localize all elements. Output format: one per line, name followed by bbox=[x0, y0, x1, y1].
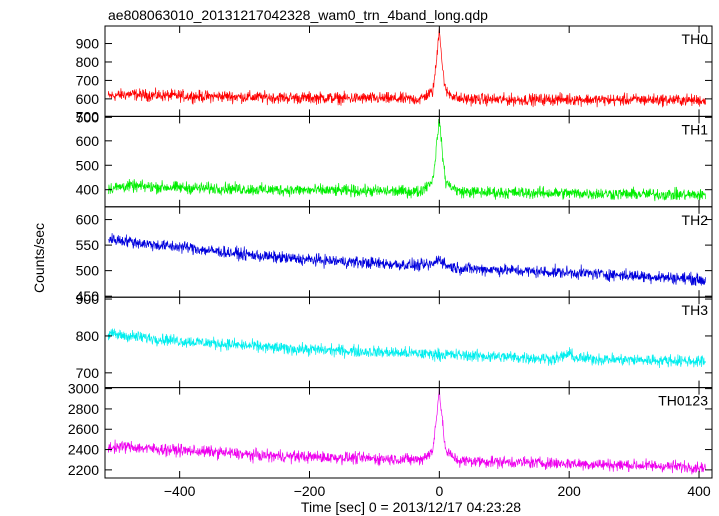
x-tick-label: 200 bbox=[557, 483, 581, 499]
y-tick-label-th1: 500 bbox=[76, 157, 100, 173]
x-tick-label: −400 bbox=[164, 483, 196, 499]
panel-label-th0: TH0 bbox=[682, 31, 709, 47]
y-tick-label-th0: 500 bbox=[76, 109, 100, 125]
y-tick-label-th0123: 2800 bbox=[68, 401, 99, 417]
y-tick-label-th3: 900 bbox=[76, 291, 100, 307]
y-tick-label-th0123: 2400 bbox=[68, 442, 99, 458]
panel-label-th0123: TH0123 bbox=[658, 393, 708, 409]
y-tick-label-th0123: 2200 bbox=[68, 462, 99, 478]
y-axis-label: Counts/sec bbox=[31, 223, 47, 293]
y-tick-label-th0123: 3000 bbox=[68, 381, 99, 397]
series-line-th3 bbox=[107, 328, 706, 369]
y-tick-label-th0: 800 bbox=[76, 54, 100, 70]
series-line-th0123 bbox=[107, 388, 706, 475]
series-line-th2 bbox=[108, 233, 706, 287]
panels-group: TH0500600700800900TH1400500600700TH24505… bbox=[68, 25, 713, 499]
y-tick-label-th1: 700 bbox=[76, 108, 100, 124]
panel-label-th3: TH3 bbox=[682, 302, 709, 318]
panel-frame-th0123 bbox=[104, 387, 713, 479]
chart-title: ae808063010_20131217042328_wam0_trn_4ban… bbox=[108, 7, 488, 23]
y-tick-label-th1: 600 bbox=[76, 133, 100, 149]
x-tick-label: 400 bbox=[687, 483, 711, 499]
x-tick-label: −200 bbox=[294, 483, 326, 499]
y-tick-label-th0: 600 bbox=[76, 91, 100, 107]
panel-label-th2: TH2 bbox=[682, 212, 709, 228]
series-line-th0 bbox=[107, 28, 706, 108]
x-tick-label: 0 bbox=[435, 483, 443, 499]
y-tick-label-th2: 500 bbox=[76, 263, 100, 279]
panel-frame-th2 bbox=[104, 206, 713, 298]
x-axis-label: Time [sec] 0 = 2013/12/17 04:23:28 bbox=[301, 499, 521, 515]
y-tick-label-th2: 600 bbox=[76, 212, 100, 228]
y-tick-label-th2: 550 bbox=[76, 237, 100, 253]
y-tick-label-th0123: 2600 bbox=[68, 421, 99, 437]
y-tick-label-th0: 700 bbox=[76, 72, 100, 88]
y-tick-label-th3: 700 bbox=[76, 365, 100, 381]
series-line-th1 bbox=[107, 118, 706, 202]
y-tick-label-th3: 800 bbox=[76, 328, 100, 344]
panel-label-th1: TH1 bbox=[682, 121, 709, 137]
y-tick-label-th1: 400 bbox=[76, 182, 100, 198]
y-tick-label-th2: 450 bbox=[76, 288, 100, 304]
y-tick-label-th0: 900 bbox=[76, 36, 100, 52]
